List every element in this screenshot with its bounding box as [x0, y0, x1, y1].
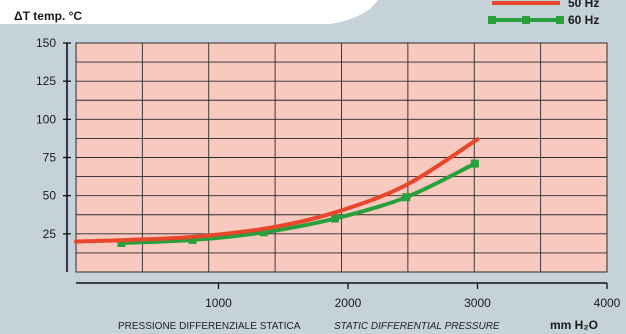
- legend-label-50hz: 50 Hz: [568, 0, 599, 10]
- y-tick-label: 25: [43, 227, 57, 241]
- y-tick-label: 100: [36, 112, 56, 126]
- legend-marker-60hz-c: [556, 16, 564, 24]
- x-tick-label: 2000: [335, 296, 362, 310]
- x-axis-unit: mm H₂O: [550, 318, 598, 332]
- data-point-60hz: [402, 193, 410, 201]
- x-tick-label: 3000: [464, 296, 491, 310]
- x-axis-caption-it: PRESSIONE DIFFERENZIALE STATICA: [118, 321, 301, 332]
- legend-marker-60hz-b: [522, 16, 530, 24]
- y-tick-label: 50: [43, 189, 57, 203]
- legend-label-60hz: 60 Hz: [568, 13, 599, 27]
- x-axis-caption-en: STATIC DIFFERENTIAL PRESSURE: [334, 321, 500, 332]
- y-axis-title: ΔT temp. °C: [14, 9, 82, 23]
- y-axis-ticks: 25 50 75 100 125 150: [36, 36, 71, 241]
- legend: 50 Hz 60 Hz: [488, 0, 599, 27]
- y-tick-label: 125: [36, 74, 56, 88]
- data-point-60hz: [331, 215, 339, 223]
- x-tick-label: 4000: [594, 296, 621, 310]
- x-tick-label: 1000: [205, 296, 232, 310]
- y-tick-label: 75: [43, 151, 57, 165]
- legend-marker-60hz-a: [488, 16, 496, 24]
- x-axis-ticks: 1000 2000 3000 4000: [205, 283, 621, 310]
- y-tick-label: 150: [36, 36, 56, 50]
- data-point-60hz: [471, 160, 479, 168]
